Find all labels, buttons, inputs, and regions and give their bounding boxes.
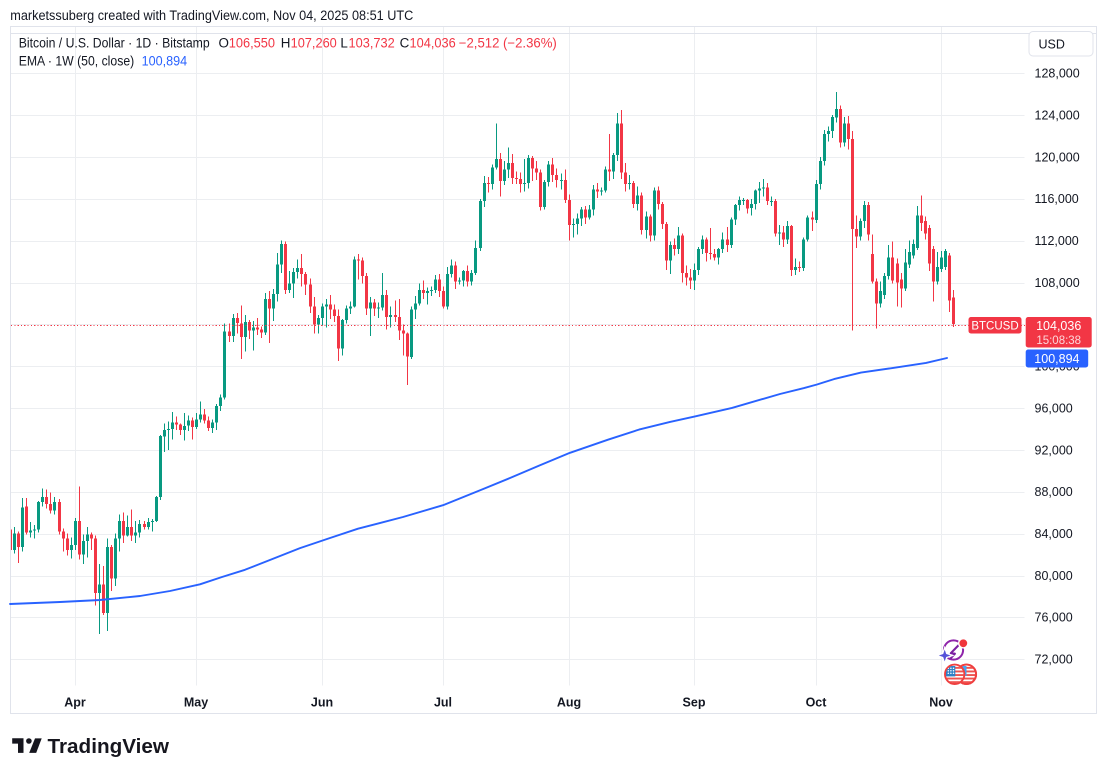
svg-text:108,000: 108,000 [1035,276,1080,290]
svg-text:Jun: Jun [311,696,333,710]
svg-text:72,000: 72,000 [1035,653,1073,667]
svg-text:Bitcoin / U.S. Dollar · 1D · B: Bitcoin / U.S. Dollar · 1D · Bitstamp [19,36,210,51]
svg-text:Jul: Jul [434,696,452,710]
svg-text:L: L [340,36,347,51]
svg-text:112,000: 112,000 [1035,234,1079,248]
svg-text:103,732: 103,732 [349,36,395,51]
svg-text:TradingView: TradingView [48,736,170,758]
svg-text:C: C [400,36,410,51]
svg-text:116,000: 116,000 [1035,192,1079,206]
svg-text:Sep: Sep [683,696,706,710]
svg-text:Oct: Oct [806,696,828,710]
svg-text:96,000: 96,000 [1035,402,1073,416]
svg-text:80,000: 80,000 [1035,569,1073,583]
svg-text:BTCUSD: BTCUSD [971,321,1018,333]
svg-text:USD: USD [1039,38,1065,52]
svg-text:−2,512 (−2.36%): −2,512 (−2.36%) [459,36,557,51]
svg-text:H: H [281,36,291,51]
svg-text:124,000: 124,000 [1035,109,1080,123]
svg-text:100,894: 100,894 [1034,352,1079,366]
svg-text:88,000: 88,000 [1035,485,1073,499]
svg-text:128,000: 128,000 [1035,67,1080,81]
svg-text:Nov: Nov [929,696,953,710]
svg-text:104,036: 104,036 [410,36,456,51]
svg-text:120,000: 120,000 [1035,150,1080,164]
svg-text:104,036: 104,036 [1036,319,1081,333]
svg-text:76,000: 76,000 [1035,611,1073,625]
svg-text:EMA · 1W (50, close): EMA · 1W (50, close) [19,54,135,69]
svg-text:107,260: 107,260 [291,36,337,51]
svg-text:100,894: 100,894 [142,54,188,69]
svg-text:O: O [219,36,229,51]
svg-text:May: May [184,696,208,710]
svg-text:15:08:38: 15:08:38 [1036,335,1081,347]
svg-text:84,000: 84,000 [1035,527,1073,541]
svg-text:marketssuberg created with Tra: marketssuberg created with TradingView.c… [10,8,413,23]
svg-text:92,000: 92,000 [1035,443,1073,457]
svg-text:106,550: 106,550 [229,36,275,51]
svg-text:Apr: Apr [64,696,86,710]
svg-text:Aug: Aug [557,696,581,710]
